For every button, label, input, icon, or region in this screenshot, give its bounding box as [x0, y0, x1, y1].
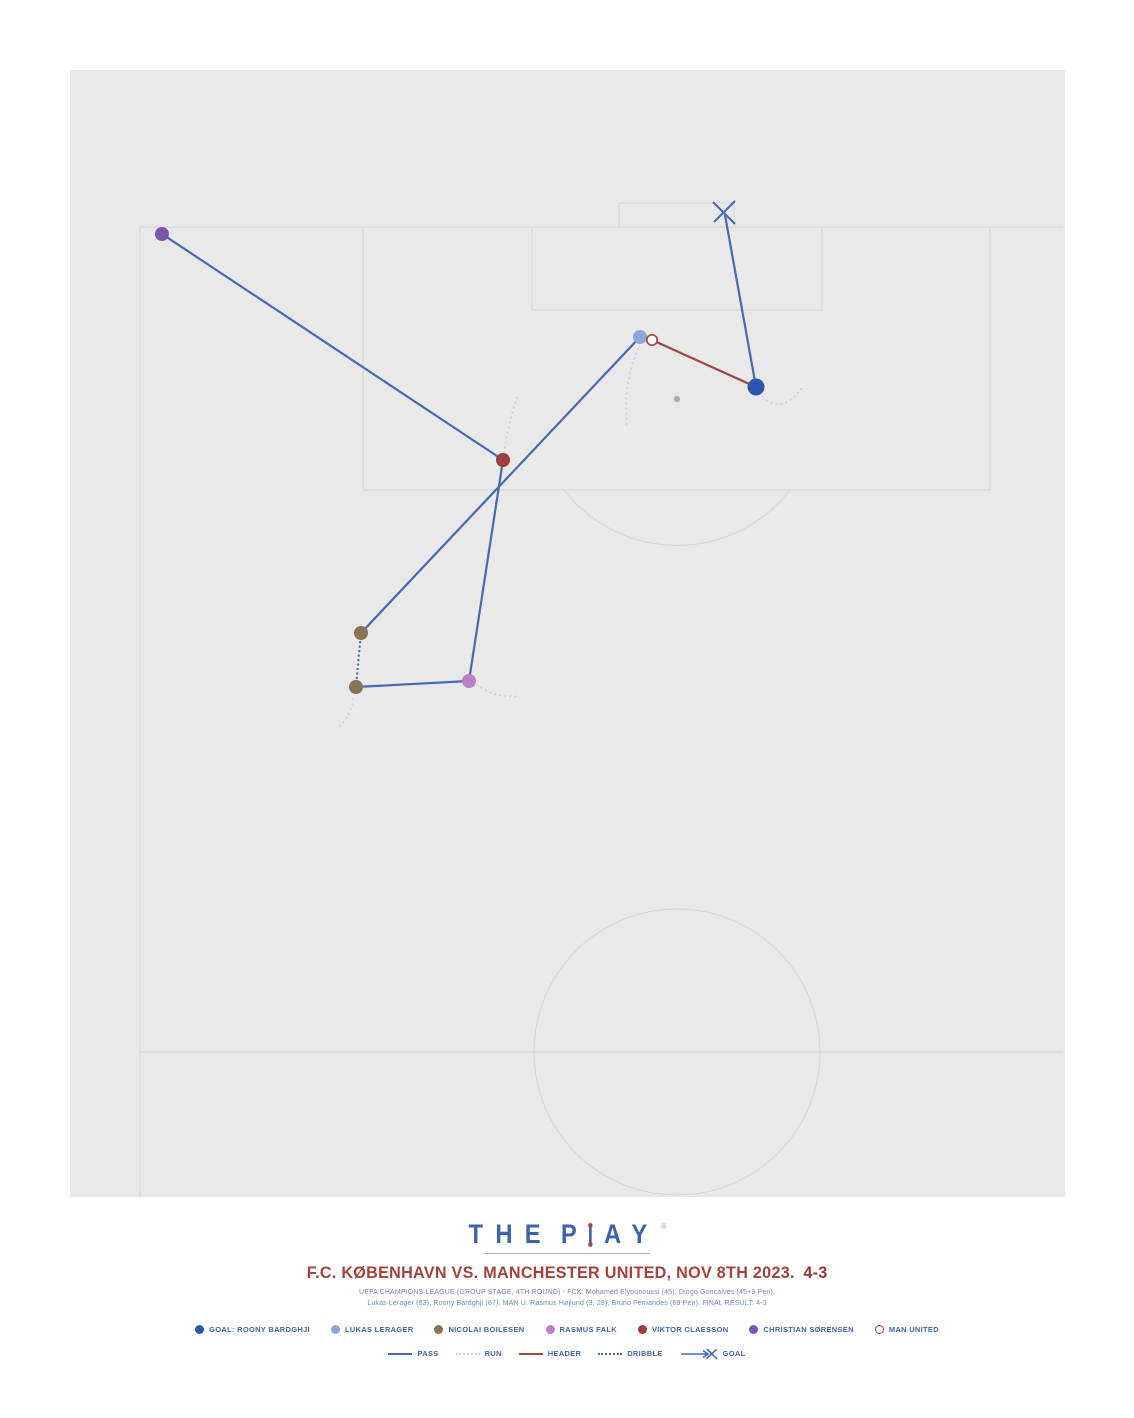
player-legend: GOAL: ROONY BARDGHJI LUKAS LERAGER NICOLAI… — [0, 1324, 1134, 1334]
footer: THE P AY ® F.C. KØBENHAVN VS. MANCHESTER UN… — [0, 1221, 1134, 1361]
legend-player-label: LUKAS LERAGER — [344, 1324, 414, 1334]
penalty-spot — [673, 395, 681, 403]
solid-line-icon — [518, 1352, 543, 1355]
player-dot — [155, 227, 169, 241]
player-dot — [496, 453, 510, 467]
player-dot-icon — [545, 1324, 555, 1334]
pass-line — [360, 336, 641, 634]
run-path — [762, 384, 805, 406]
goal-arrow-x-icon — [680, 1348, 718, 1360]
legend-player-label: MAN UNITED — [888, 1324, 939, 1334]
run-path — [503, 397, 518, 454]
dotted-line-icon — [598, 1352, 623, 1355]
registered-mark: ® — [660, 1222, 666, 1231]
legend-player-label: CHRISTIAN SØRENSEN — [763, 1324, 854, 1334]
player-dot — [747, 378, 765, 396]
run-path — [476, 684, 520, 698]
player-dot — [633, 330, 647, 344]
legend-player-item: MAN UNITED — [874, 1324, 939, 1334]
player-dot — [349, 680, 363, 694]
legend-linetype-label: DRIBBLE — [627, 1349, 663, 1359]
pass-line — [467, 459, 505, 682]
legend-player-item: VIKTOR CLAESSON — [637, 1324, 729, 1334]
goal-frame — [618, 202, 735, 228]
brand-title-text: THE P AY ® — [468, 1219, 666, 1249]
legend-linetype-item: RUN — [455, 1349, 502, 1359]
line-type-legend: PASS RUN HEADER DRIBBLE GOAL — [0, 1347, 1134, 1361]
center-circle — [533, 908, 821, 1196]
legend-player-item: RASMUS FALK — [545, 1324, 617, 1334]
legend-linetype-item: DRIBBLE — [598, 1349, 662, 1358]
legend-linetype-label: GOAL — [722, 1349, 746, 1359]
player-dot — [354, 626, 368, 640]
legend-player-label: GOAL: ROONY BARDGHJI — [209, 1324, 310, 1334]
legend-player-label: RASMUS FALK — [559, 1324, 617, 1334]
match-details-line: UEFA CHAMPIONS LEAGUE (GROUP STAGE, 4TH … — [359, 1289, 775, 1296]
player-dot — [462, 674, 476, 688]
legend-player-label: VIKTOR CLAESSON — [651, 1324, 729, 1334]
match-result: 4-3 — [803, 1263, 828, 1282]
dotted-line-icon — [455, 1352, 480, 1355]
legend-player-item: GOAL: ROONY BARDGHJI — [195, 1324, 310, 1334]
brand-underline — [484, 1253, 650, 1254]
dribble-line — [354, 631, 363, 689]
player-open-dot-icon — [874, 1324, 884, 1334]
match-details-line: Lukas Lerager (83), Roony Bardghji (87).… — [367, 1299, 767, 1307]
match-title-text: F.C. KØBENHAVN VS. MANCHESTER UNITED, NO… — [306, 1263, 795, 1282]
header-line — [651, 338, 757, 389]
legend-linetype-label: RUN — [484, 1349, 502, 1359]
legend-player-item: NICOLAI BOILESEN — [434, 1324, 525, 1334]
stylized-l-pass-icon — [587, 1223, 593, 1247]
legend-player-item: CHRISTIAN SØRENSEN — [749, 1324, 854, 1334]
player-dot-icon — [637, 1324, 647, 1334]
solid-line-icon — [388, 1352, 413, 1355]
legend-linetype-label: HEADER — [547, 1349, 582, 1359]
player-dot-icon — [434, 1324, 444, 1334]
legend-linetype-item: PASS — [388, 1349, 438, 1358]
match-details: UEFA CHAMPIONS LEAGUE (GROUP STAGE, 4TH … — [0, 1288, 1134, 1310]
run-path — [625, 348, 639, 429]
player-dot-icon — [749, 1324, 759, 1334]
legend-player-label: NICOLAI BOILESEN — [448, 1324, 525, 1334]
player-open-dot — [645, 333, 659, 347]
legend-linetype-label: PASS — [417, 1349, 439, 1359]
penalty-arc — [563, 489, 791, 546]
pass-line — [355, 679, 470, 689]
pitch-background — [70, 70, 1065, 1197]
match-subtitle: F.C. KØBENHAVN VS. MANCHESTER UNITED, NO… — [0, 1263, 1134, 1283]
shot-line — [723, 214, 758, 388]
goal-x-icon — [713, 200, 736, 223]
legend-player-item: LUKAS LERAGER — [330, 1324, 414, 1334]
player-dot-icon — [195, 1324, 205, 1334]
legend-linetype-item: HEADER — [518, 1349, 582, 1359]
pass-line — [161, 233, 504, 461]
player-dot-icon — [330, 1324, 340, 1334]
brand-title: THE P AY ® — [0, 1221, 1134, 1248]
legend-linetype-item: GOAL — [680, 1347, 746, 1361]
